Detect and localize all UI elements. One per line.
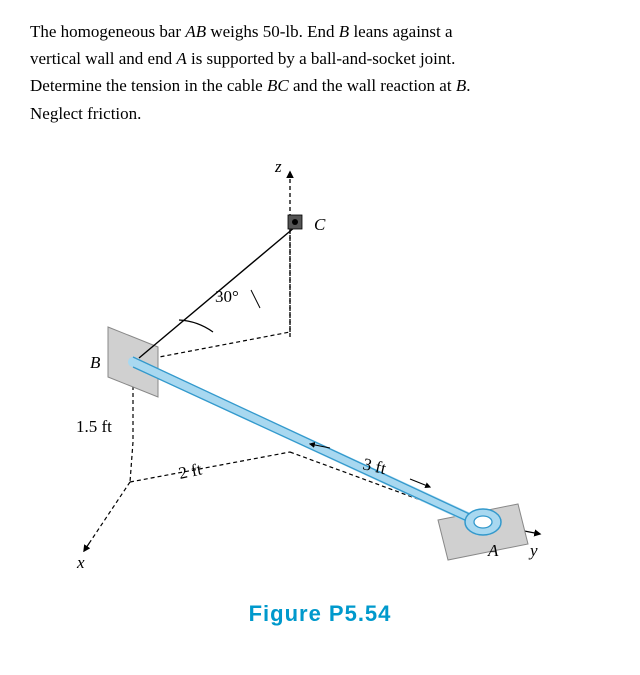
figure-area: z x y C 30° [30, 147, 610, 627]
socket-inner [474, 516, 492, 528]
angle-tick [251, 290, 260, 308]
figure-diagram: z x y C 30° [70, 147, 570, 587]
a-label: A [487, 541, 499, 560]
x-label: x [76, 553, 85, 572]
text: The homogeneous bar [30, 22, 185, 41]
point-c-dot [292, 219, 298, 225]
bar-ab-edge2 [133, 367, 480, 527]
bar-ab-fill [133, 362, 478, 522]
var-bc: BC [267, 76, 289, 95]
text: is supported by a ball-and-socket joint. [187, 49, 456, 68]
text: and the wall reaction at [289, 76, 456, 95]
text: . [466, 76, 470, 95]
angle-arc [179, 320, 213, 332]
b-label: B [90, 353, 101, 372]
text: weighs 50-lb. End [206, 22, 339, 41]
b-to-origin-dash [130, 442, 133, 482]
bar-ab-edge1 [133, 357, 476, 517]
figure-caption: Figure P5.54 [30, 601, 610, 627]
x-axis-dash [90, 482, 130, 542]
angle-label: 30° [215, 287, 239, 306]
text: Neglect friction. [30, 104, 141, 123]
text: leans against a [349, 22, 452, 41]
var-a: A [176, 49, 186, 68]
origin-to-c-dash [130, 452, 290, 482]
problem-statement: The homogeneous bar AB weighs 50-lb. End… [30, 18, 610, 127]
text: Determine the tension in the cable [30, 76, 267, 95]
dim-height: 1.5 ft [76, 417, 112, 436]
c-label: C [314, 215, 326, 234]
y-label: y [528, 541, 538, 560]
dim3-arrow-r [410, 479, 430, 487]
z-label: z [274, 157, 282, 176]
var-b2: B [456, 76, 466, 95]
dim-depth: 2 ft [177, 459, 204, 482]
x-axis-arrow [84, 542, 90, 551]
var-ab: AB [185, 22, 206, 41]
var-b: B [339, 22, 349, 41]
text: vertical wall and end [30, 49, 176, 68]
